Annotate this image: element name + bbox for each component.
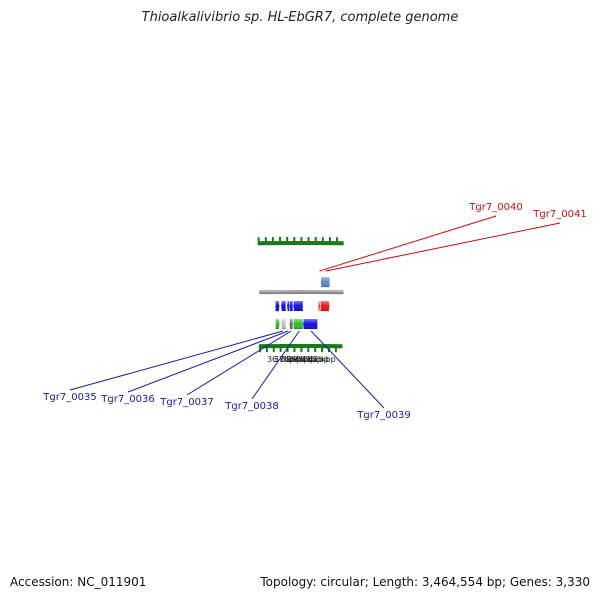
gene-arrow-shade [289,319,293,330]
map-title: Thioalkalivibrio sp. HL-EbGR7, complete … [141,10,459,25]
genome-summary: Topology: circular; Length: 3,464,554 bp… [260,575,590,589]
gene-arrow-shade [303,319,318,330]
gene-arrow-shade [293,301,303,312]
gene-label: Tgr7_0038 [224,401,278,412]
scale-tick-label: 38 kbp [281,355,309,364]
gene-arrow-shade [281,319,286,330]
scale-tick-label: 40 kbp [294,355,322,364]
gene-arrow-shade [320,301,330,312]
gene-label: Tgr7_0037 [159,397,213,408]
gene-label: Tgr7_0039 [356,410,410,421]
label-leader [325,222,561,272]
label-leader [310,330,385,409]
label-leader [69,330,284,391]
gene-arrow-shade [281,301,286,312]
gene-arrow-shade [320,277,330,288]
label-leader [319,215,497,272]
gene-arrow-shade [293,319,303,330]
gene-label: Tgr7_0035 [42,392,96,403]
label-leader [251,330,300,400]
gene-arrow-shade [275,301,280,312]
gene-arrow-shade [275,319,280,330]
gene-label: Tgr7_0041 [532,209,586,220]
scale-tick-label: 39 kbp [288,355,316,364]
gene-label: Tgr7_0040 [468,202,522,213]
outer-tick-marks [257,236,344,246]
gene-label: Tgr7_0036 [100,394,154,405]
gene-arrow-shade [318,301,320,312]
scale-tick-label: 36 kbp [267,355,295,364]
scale-tick-label: 42 kbp [308,355,336,364]
accession-text: Accession: NC_011901 [10,575,147,589]
gene-features [275,277,330,330]
label-leader [127,330,289,393]
gene-arrow-shade [287,301,290,312]
genome-backbone [259,290,344,295]
label-leader [186,330,292,396]
gene-labels: Tgr7_0035 Tgr7_0036 Tgr7_0037 Tgr7_0038 Tgr7… [42,202,586,421]
scale-tick-label: 37 kbp [274,355,302,364]
scale-tick-label: 41 kbp [301,355,329,364]
gene-arrow-shade [289,301,293,312]
